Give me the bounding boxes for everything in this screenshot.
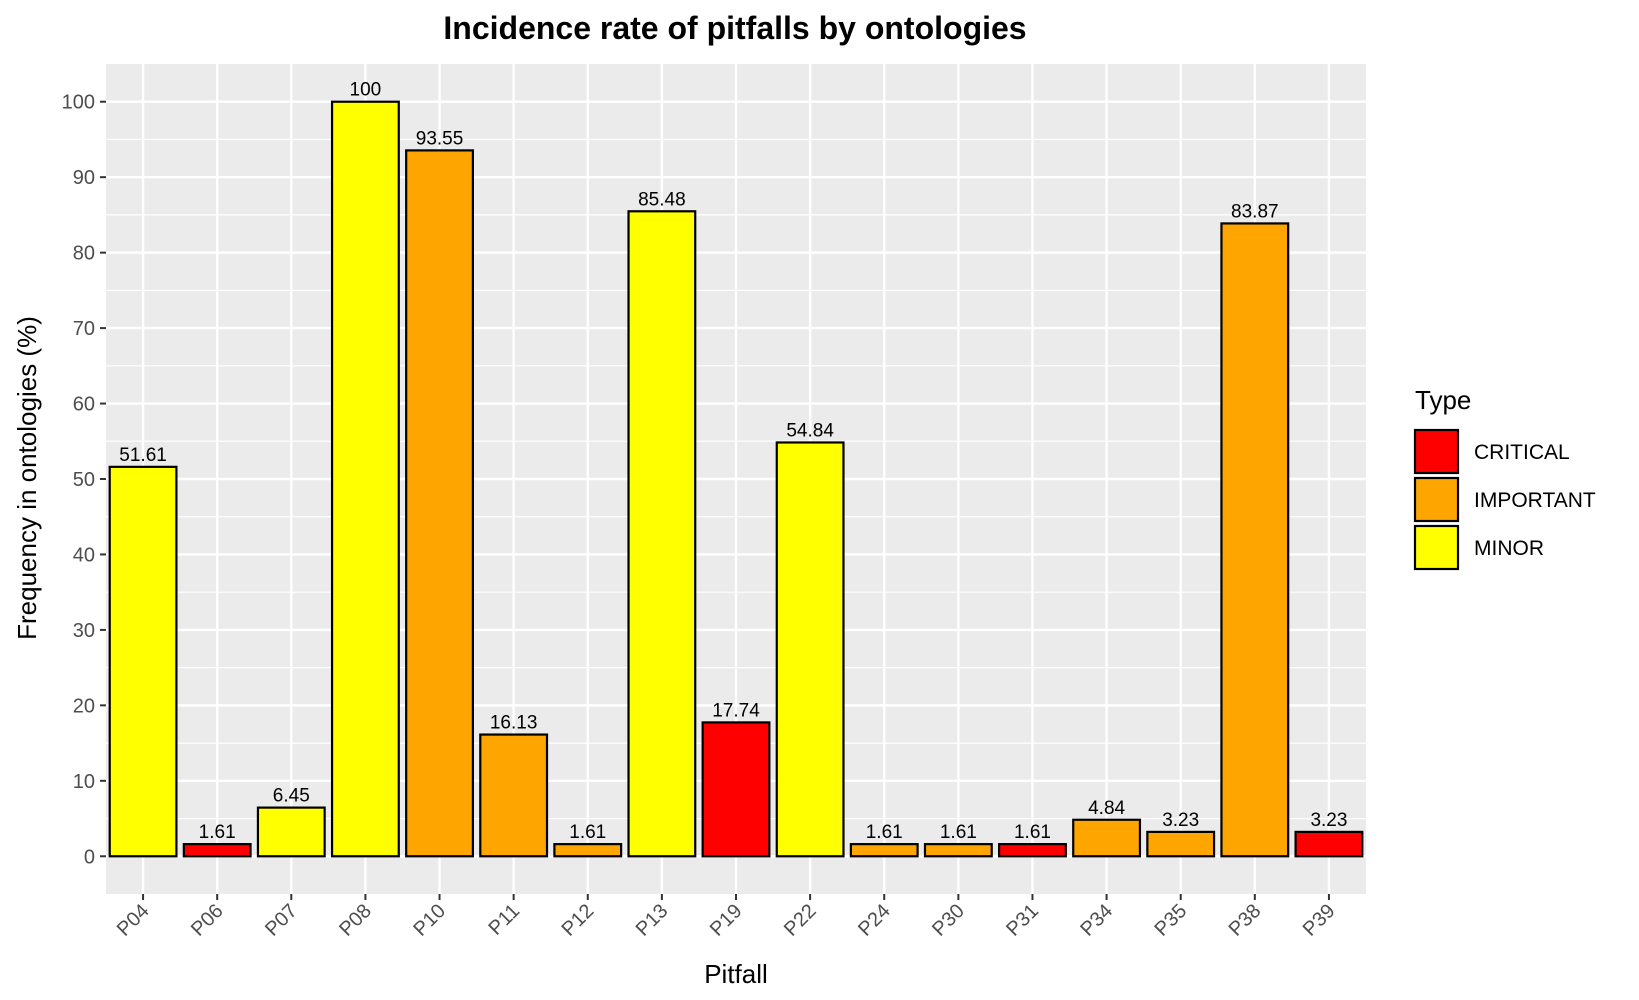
x-tick-label: P11 [485, 900, 525, 940]
y-tick-label: 70 [73, 318, 95, 340]
x-tick-label: P38 [1225, 900, 1266, 941]
bar-p31 [998, 843, 1067, 858]
bar-p39 [1294, 830, 1364, 858]
y-tick-label: 40 [73, 544, 95, 566]
bar-p13 [627, 210, 697, 858]
data-label-p38: 83.87 [1231, 201, 1279, 222]
bar-p38 [1220, 222, 1290, 858]
y-axis-title: Frequency in ontologies (%) [12, 316, 42, 640]
x-tick-label: P07 [261, 900, 302, 941]
data-label-p04: 51.61 [119, 445, 167, 466]
bar-p19 [701, 721, 771, 858]
chart-title: Incidence rate of pitfalls by ontologies [443, 10, 1026, 46]
x-tick-label: P08 [335, 900, 376, 941]
legend-label-critical: CRITICAL [1474, 441, 1570, 464]
bar-p12 [553, 843, 623, 858]
bar-p34 [1072, 818, 1142, 858]
y-tick-label: 10 [73, 771, 95, 793]
data-label-p31: 1.61 [1014, 822, 1051, 843]
bar-p24 [849, 843, 919, 858]
y-tick-label: 30 [73, 620, 95, 642]
data-label-p07: 6.45 [273, 786, 310, 807]
legend-title: Type [1415, 385, 1471, 415]
legend-label-important: IMPORTANT [1474, 489, 1596, 512]
data-label-p11: 16.13 [490, 713, 538, 734]
y-tick-label: 0 [84, 846, 95, 868]
data-label-p22: 54.84 [786, 420, 834, 441]
y-tick-label: 80 [73, 243, 95, 265]
y-tick-label: 20 [73, 695, 95, 717]
x-axis: P04 P06 P07 P08 P10 P11 P12 P13 P19 P22 P24 P30 P31 P… [113, 894, 1340, 941]
x-tick-label: P35 [1151, 900, 1192, 941]
data-label-p24: 1.61 [866, 822, 903, 843]
x-tick-label: P22 [780, 900, 821, 941]
x-tick-label: P10 [409, 900, 450, 941]
bar-p07 [256, 806, 326, 858]
data-label-p34: 4.84 [1088, 798, 1125, 819]
data-label-p39: 3.23 [1310, 810, 1347, 831]
x-tick-label: P04 [113, 900, 154, 941]
data-label-p08: 100 [350, 80, 382, 101]
data-label-p35: 3.23 [1162, 810, 1199, 831]
x-tick-label: P06 [187, 900, 228, 941]
bar-p30 [923, 843, 993, 858]
data-label-p30: 1.61 [940, 822, 977, 843]
x-tick-label: P12 [558, 900, 599, 941]
bar-p06 [182, 843, 252, 858]
y-tick-label: 50 [73, 469, 95, 491]
bar-p35 [1146, 830, 1216, 858]
x-axis-title: Pitfall [704, 959, 768, 989]
data-label-p12: 1.61 [569, 822, 606, 843]
legend-label-minor: MINOR [1474, 537, 1544, 560]
data-label-p06: 1.61 [199, 822, 236, 843]
data-labels: 51.61 1.61 6.45 100 93.55 16.13 1.61 85.48 17.74… [119, 80, 1347, 843]
y-tick-label: 90 [73, 167, 95, 189]
legend: Type CRITICAL IMPORTANT MINOR [1413, 385, 1596, 571]
bar-p04 [108, 465, 178, 858]
x-tick-label: P19 [706, 900, 747, 941]
y-tick-label: 60 [73, 394, 95, 416]
y-tick-label: 100 [62, 92, 95, 114]
bar-p10 [405, 149, 474, 858]
bar-p11 [479, 733, 549, 858]
data-label-p10: 93.55 [416, 128, 464, 149]
data-label-p13: 85.48 [638, 189, 686, 210]
y-axis: 0 10 20 30 40 50 60 70 80 90 100 [62, 92, 106, 868]
bars [108, 100, 1364, 858]
x-tick-label: P39 [1299, 900, 1340, 941]
x-tick-label: P30 [928, 900, 969, 941]
data-label-p19: 17.74 [712, 700, 760, 721]
bar-p08 [330, 100, 400, 858]
legend-key-minor [1413, 524, 1460, 571]
x-tick-label: P31 [1002, 900, 1043, 941]
legend-key-critical [1413, 428, 1460, 475]
x-tick-label: P34 [1076, 900, 1117, 941]
x-tick-label: P24 [854, 900, 895, 941]
legend-key-important [1413, 476, 1460, 523]
bar-p22 [775, 441, 845, 858]
x-tick-label: P13 [632, 900, 673, 941]
